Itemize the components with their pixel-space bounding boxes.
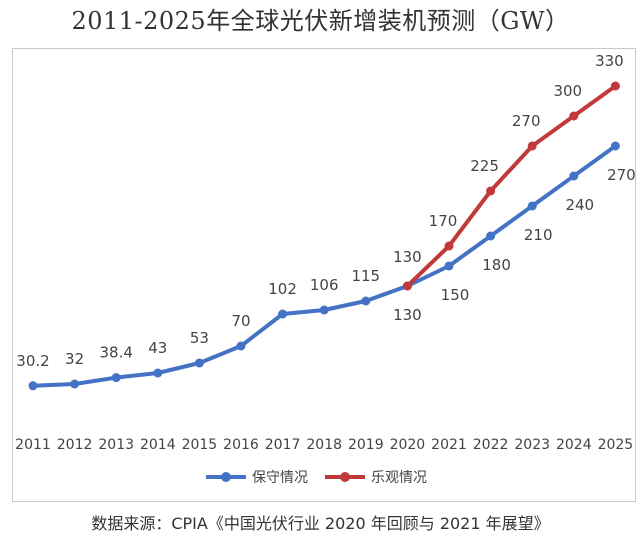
data-label-s1-2023: 270 bbox=[512, 112, 541, 130]
data-point-s0-2012 bbox=[70, 379, 80, 389]
chart-frame bbox=[12, 48, 636, 502]
data-source-note: 数据来源：CPIA《中国光伏行业 2020 年回顾与 2021 年展望》 bbox=[91, 514, 550, 533]
chart-title: 2011-2025年全球光伏新增装机预测（GW） bbox=[71, 7, 570, 35]
x-tick-label-2021: 2021 bbox=[431, 437, 467, 453]
data-point-s0-2013 bbox=[111, 373, 121, 383]
data-point-s0-2022 bbox=[486, 231, 496, 241]
data-point-s1-2022 bbox=[486, 186, 496, 196]
x-tick-label-2016: 2016 bbox=[223, 437, 259, 453]
data-label-s0-2019: 115 bbox=[351, 267, 380, 285]
series-line-1 bbox=[405, 84, 618, 288]
data-label-s1-2020: 130 bbox=[393, 248, 422, 266]
data-label-s0-2023: 210 bbox=[524, 226, 553, 244]
x-tick-label-2011: 2011 bbox=[15, 437, 51, 453]
data-label-s0-2014: 43 bbox=[148, 339, 167, 357]
legend-label-0: 保守情况 bbox=[252, 470, 308, 486]
data-point-s1-2021 bbox=[444, 241, 454, 251]
x-tick-label-2017: 2017 bbox=[265, 437, 301, 453]
data-label-s0-2015: 53 bbox=[190, 329, 209, 347]
data-label-s1-2024: 300 bbox=[553, 82, 582, 100]
data-label-s0-2025: 270 bbox=[607, 166, 636, 184]
data-labels: 30.2 32 38.4 43 53 70 102 106 115 130 150 180 210 240… bbox=[16, 52, 635, 370]
data-label-s1-2021: 170 bbox=[429, 212, 458, 230]
x-axis-ticks: 2011 2012 2013 2014 2015 2016 2017 2018 2019 2020… bbox=[15, 437, 633, 453]
data-point-s1-2020 bbox=[402, 281, 412, 291]
x-tick-label-2012: 2012 bbox=[57, 437, 93, 453]
x-tick-label-2020: 2020 bbox=[390, 437, 426, 453]
data-label-s0-2013: 38.4 bbox=[99, 344, 132, 362]
data-label-s1-2022: 225 bbox=[470, 157, 499, 175]
data-point-s1-2023 bbox=[527, 141, 537, 151]
data-point-s0-2019 bbox=[361, 296, 371, 306]
x-tick-label-2023: 2023 bbox=[514, 437, 550, 453]
x-tick-label-2019: 2019 bbox=[348, 437, 384, 453]
data-label-s0-2011: 30.2 bbox=[16, 352, 49, 370]
x-tick-label-2024: 2024 bbox=[556, 437, 592, 453]
data-label-s1-2025: 330 bbox=[595, 52, 624, 70]
x-tick-label-2014: 2014 bbox=[140, 437, 176, 453]
data-point-s0-2015 bbox=[194, 358, 204, 368]
legend-marker-1 bbox=[340, 472, 350, 482]
data-point-s0-2023 bbox=[527, 201, 537, 211]
legend-label-1: 乐观情况 bbox=[371, 470, 427, 486]
data-label-s0-2016: 70 bbox=[231, 312, 250, 330]
x-tick-label-2025: 2025 bbox=[598, 437, 634, 453]
data-label-s0-2020: 130 bbox=[393, 306, 422, 324]
legend-marker-0 bbox=[221, 472, 231, 482]
x-tick-label-2022: 2022 bbox=[473, 437, 509, 453]
data-point-s0-2025 bbox=[610, 141, 620, 151]
data-point-s1-2024 bbox=[569, 111, 579, 121]
x-tick-label-2015: 2015 bbox=[182, 437, 218, 453]
data-label-s0-2024: 240 bbox=[565, 196, 594, 214]
data-point-s0-2011 bbox=[28, 381, 38, 391]
data-point-s0-2018 bbox=[319, 305, 329, 315]
data-label-s0-2018: 106 bbox=[310, 276, 339, 294]
data-point-s0-2017 bbox=[278, 309, 288, 319]
data-label-s0-2017: 102 bbox=[268, 280, 297, 298]
data-point-s0-2024 bbox=[569, 171, 579, 181]
data-point-s1-2025 bbox=[610, 81, 620, 91]
legend: 保守情况 乐观情况 bbox=[206, 470, 427, 486]
data-label-s0-2022: 180 bbox=[482, 256, 511, 274]
data-point-s0-2014 bbox=[153, 368, 163, 378]
x-tick-label-2013: 2013 bbox=[98, 437, 134, 453]
data-label-s0-2012: 32 bbox=[65, 350, 84, 368]
data-point-s0-2016 bbox=[236, 341, 246, 351]
data-label-s0-2021: 150 bbox=[441, 286, 470, 304]
series-points bbox=[28, 81, 620, 391]
x-tick-label-2018: 2018 bbox=[306, 437, 342, 453]
data-point-s0-2021 bbox=[444, 261, 454, 271]
